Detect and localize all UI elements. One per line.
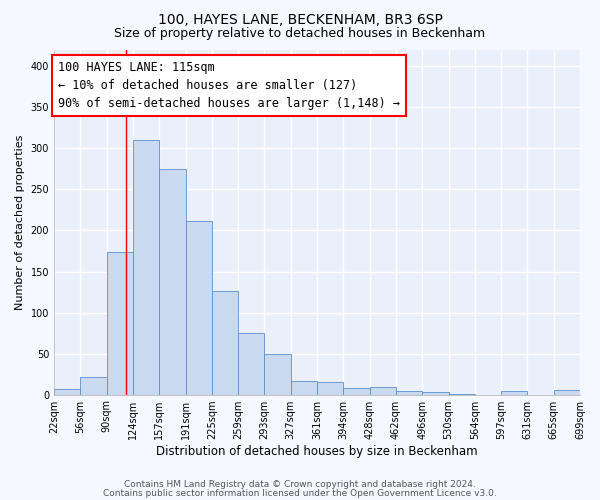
Bar — [133, 140, 159, 394]
X-axis label: Distribution of detached houses by size in Beckenham: Distribution of detached houses by size … — [156, 444, 478, 458]
Bar — [238, 333, 265, 394]
Y-axis label: Number of detached properties: Number of detached properties — [15, 134, 25, 310]
Bar — [370, 387, 396, 394]
Bar — [422, 392, 449, 394]
Bar — [554, 390, 580, 394]
Text: Contains public sector information licensed under the Open Government Licence v3: Contains public sector information licen… — [103, 488, 497, 498]
Bar — [212, 291, 238, 395]
Text: Contains HM Land Registry data © Crown copyright and database right 2024.: Contains HM Land Registry data © Crown c… — [124, 480, 476, 489]
Bar — [159, 169, 185, 394]
Bar — [265, 354, 291, 395]
Bar — [291, 382, 317, 394]
Bar — [185, 222, 212, 394]
Bar — [501, 392, 527, 394]
Bar — [107, 252, 133, 394]
Bar — [54, 389, 80, 394]
Text: 100, HAYES LANE, BECKENHAM, BR3 6SP: 100, HAYES LANE, BECKENHAM, BR3 6SP — [158, 12, 442, 26]
Bar — [343, 388, 370, 394]
Text: Size of property relative to detached houses in Beckenham: Size of property relative to detached ho… — [115, 28, 485, 40]
Text: 100 HAYES LANE: 115sqm
← 10% of detached houses are smaller (127)
90% of semi-de: 100 HAYES LANE: 115sqm ← 10% of detached… — [58, 60, 400, 110]
Bar — [396, 392, 422, 394]
Bar — [317, 382, 343, 394]
Bar — [80, 376, 107, 394]
